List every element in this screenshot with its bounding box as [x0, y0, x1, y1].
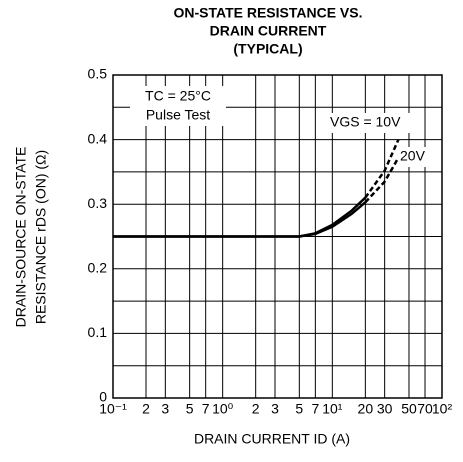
y-tick-label: 0.2: [88, 260, 108, 276]
x-tick-label: 7: [202, 401, 210, 417]
x-tick-label: 2: [252, 401, 260, 417]
annotation-box: [130, 86, 226, 126]
chart-title: DRAIN CURRENT: [210, 23, 327, 39]
x-tick-label: 3: [271, 401, 279, 417]
line-series: [113, 157, 400, 238]
legend-bg: [398, 147, 434, 167]
y-tick-label: 0.5: [88, 66, 108, 82]
y-tick-label: 0.4: [88, 130, 108, 146]
x-tick-label: 70: [417, 401, 433, 417]
x-tick-label: 10¹: [322, 401, 343, 417]
y-tick-label: 0.1: [88, 324, 108, 340]
x-tick-label: 10²: [432, 401, 453, 417]
legend-label: VGS = 10V: [330, 114, 401, 130]
x-axis-label: DRAIN CURRENT ID (A): [194, 431, 350, 447]
x-tick-label: 5: [295, 401, 303, 417]
chart-title: (TYPICAL): [233, 41, 302, 57]
x-tick-label: 7: [311, 401, 319, 417]
annotation: Pulse Test: [146, 107, 210, 123]
x-tick-label: 3: [161, 401, 169, 417]
legend-bg: [328, 113, 410, 133]
annotation: TC = 25°C: [145, 88, 211, 104]
x-tick-label: 5: [186, 401, 194, 417]
y-tick-label: 0.3: [88, 195, 108, 211]
y-tick-label: 0: [99, 389, 107, 405]
y-axis-label: RESISTANCE rDS (ON) (Ω): [33, 150, 49, 324]
y-axis-label: DRAIN-SOURCE ON-STATE: [13, 147, 29, 328]
x-tick-label: 2: [142, 401, 150, 417]
x-tick-label: 10⁻¹: [99, 401, 127, 417]
chart-title: ON-STATE RESISTANCE VS.: [173, 5, 362, 21]
legend-label: 20V: [400, 148, 426, 164]
x-tick-label: 10⁰: [212, 401, 234, 417]
x-tick-label: 30: [377, 401, 393, 417]
x-tick-label: 20: [358, 401, 374, 417]
x-tick-label: 50: [401, 401, 417, 417]
